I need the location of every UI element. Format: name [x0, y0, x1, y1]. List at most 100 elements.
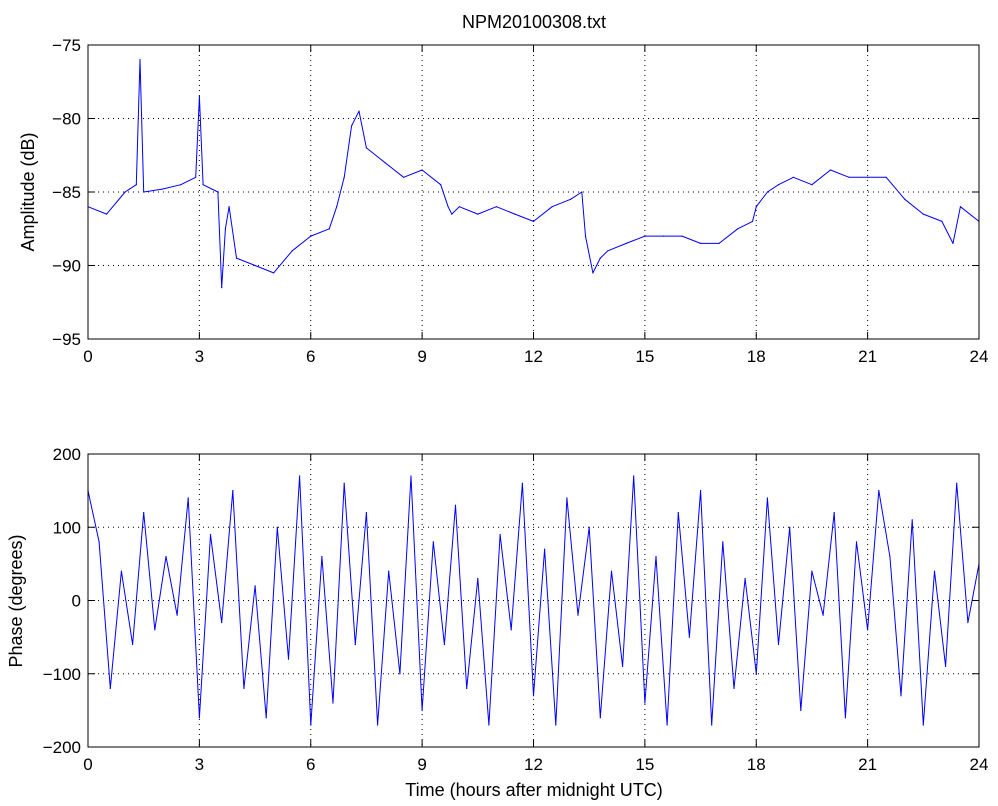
amplitude-data-point	[792, 176, 795, 178]
amplitude-data-point	[777, 184, 780, 186]
phase-data-point	[154, 629, 156, 631]
phase-data-point	[688, 636, 691, 638]
phase-data-point	[644, 702, 646, 704]
phase-data-point	[566, 497, 568, 499]
phase-data-point	[577, 614, 579, 616]
amplitude-data-point	[384, 162, 386, 164]
amplitude-data-point	[451, 213, 453, 215]
amplitude-data-point	[365, 147, 367, 149]
phase-data-point	[310, 724, 312, 726]
phase-data-point	[343, 482, 345, 484]
phase-data-point	[221, 621, 223, 624]
phase-y-tick-label: 200	[53, 445, 81, 464]
amplitude-x-tick-label: 18	[747, 347, 766, 366]
amplitude-data-point	[421, 169, 423, 171]
phase-data-point	[365, 511, 367, 514]
amplitude-y-tick-label: −75	[52, 36, 81, 55]
phase-data-point	[822, 614, 824, 616]
phase-data-point	[855, 541, 858, 543]
amplitude-y-tick-labels: −95 −90 −85 −80 −75	[52, 36, 81, 349]
amplitude-y-tick-label: −80	[52, 110, 81, 129]
phase-data-point	[120, 570, 122, 572]
amplitude-data-point	[625, 242, 627, 244]
phase-data-point	[956, 482, 958, 484]
phase-data-point	[933, 570, 936, 572]
amplitude-data-point	[584, 235, 587, 237]
phase-grid	[88, 454, 979, 747]
amplitude-ticks	[87, 44, 980, 340]
amplitude-y-tick-label: −85	[52, 183, 81, 202]
phase-data-point	[844, 717, 847, 719]
amplitude-data-point	[681, 235, 683, 237]
phase-data-point	[254, 585, 256, 587]
phase-data-point	[388, 570, 390, 572]
phase-y-tick-label: 100	[53, 518, 81, 537]
phase-data-point	[466, 687, 468, 690]
phase-y-tick-label: 0	[72, 592, 81, 611]
amplitude-data-point	[941, 220, 943, 222]
phase-data-point	[521, 482, 524, 484]
amplitude-data-point	[514, 213, 516, 215]
phase-axes: 0 3 6 9 12 15 18 21 24 −200 −100 0 100 200 Phase (de…	[6, 445, 988, 774]
phase-data-point	[867, 629, 869, 631]
phase-data-point	[499, 534, 501, 536]
amplitude-data-point	[221, 287, 223, 289]
amplitude-data-point	[904, 198, 906, 200]
amplitude-x-tick-label: 3	[195, 347, 204, 366]
amplitude-x-tick-label: 15	[635, 347, 654, 366]
phase-x-tick-label: 0	[83, 755, 92, 774]
amplitude-data-point	[310, 235, 312, 237]
phase-data-point	[232, 490, 234, 492]
amplitude-data-point	[551, 206, 553, 208]
amplitude-data-point	[235, 257, 238, 259]
phase-data-point	[633, 475, 635, 477]
phase-data-point	[800, 709, 802, 712]
amplitude-data-point	[885, 176, 887, 178]
amplitude-data-point	[358, 110, 360, 112]
x-axis-label: Time (hours after midnight UTC)	[405, 780, 662, 800]
amplitude-data-point	[328, 228, 330, 230]
phase-data-point	[677, 511, 679, 514]
phase-data-point	[399, 673, 401, 675]
phase-x-tick-label: 9	[417, 755, 426, 774]
phase-data-point	[878, 490, 880, 492]
amplitude-data-point	[202, 184, 204, 186]
phase-data-point	[532, 695, 535, 697]
phase-y-tick-labels: −200 −100 0 100 200	[43, 445, 81, 757]
phase-data-point	[655, 555, 657, 558]
amplitude-data-point	[922, 213, 924, 215]
amplitude-y-axis-label: Amplitude (dB)	[18, 132, 38, 251]
phase-data-point	[109, 687, 111, 690]
phase-data-point	[165, 555, 167, 558]
phase-x-tick-label: 15	[635, 755, 654, 774]
phase-data-point	[700, 490, 702, 492]
amplitude-data-point	[447, 206, 449, 208]
phase-data-point	[332, 702, 334, 704]
phase-data-point	[610, 570, 613, 572]
amplitude-x-tick-labels: 0 3 6 9 12 15 18 21 24	[83, 347, 988, 366]
phase-data-point	[265, 717, 267, 719]
amplitude-plot-area	[87, 59, 980, 289]
amplitude-data-point	[581, 191, 583, 193]
amplitude-data-point	[440, 184, 442, 186]
phase-data-point	[198, 717, 200, 719]
amplitude-x-tick-label: 9	[417, 347, 426, 366]
phase-ticks	[87, 453, 980, 748]
amplitude-data-point	[217, 191, 219, 193]
amplitude-data-point	[662, 235, 665, 237]
amplitude-grid	[88, 45, 979, 339]
phase-data-point	[421, 709, 423, 712]
phase-x-tick-label: 18	[747, 755, 766, 774]
amplitude-data-point	[161, 188, 163, 190]
amplitude-data-point	[952, 242, 954, 244]
phase-data-point	[922, 724, 924, 726]
phase-x-tick-label: 24	[970, 755, 989, 774]
phase-data-point	[777, 643, 780, 646]
phase-data-point	[911, 519, 913, 521]
amplitude-y-tick-label: −95	[52, 330, 81, 349]
amplitude-data-point	[570, 198, 572, 200]
phase-x-tick-label: 3	[195, 755, 204, 774]
phase-data-point	[321, 555, 323, 558]
phase-data-point	[209, 534, 212, 536]
